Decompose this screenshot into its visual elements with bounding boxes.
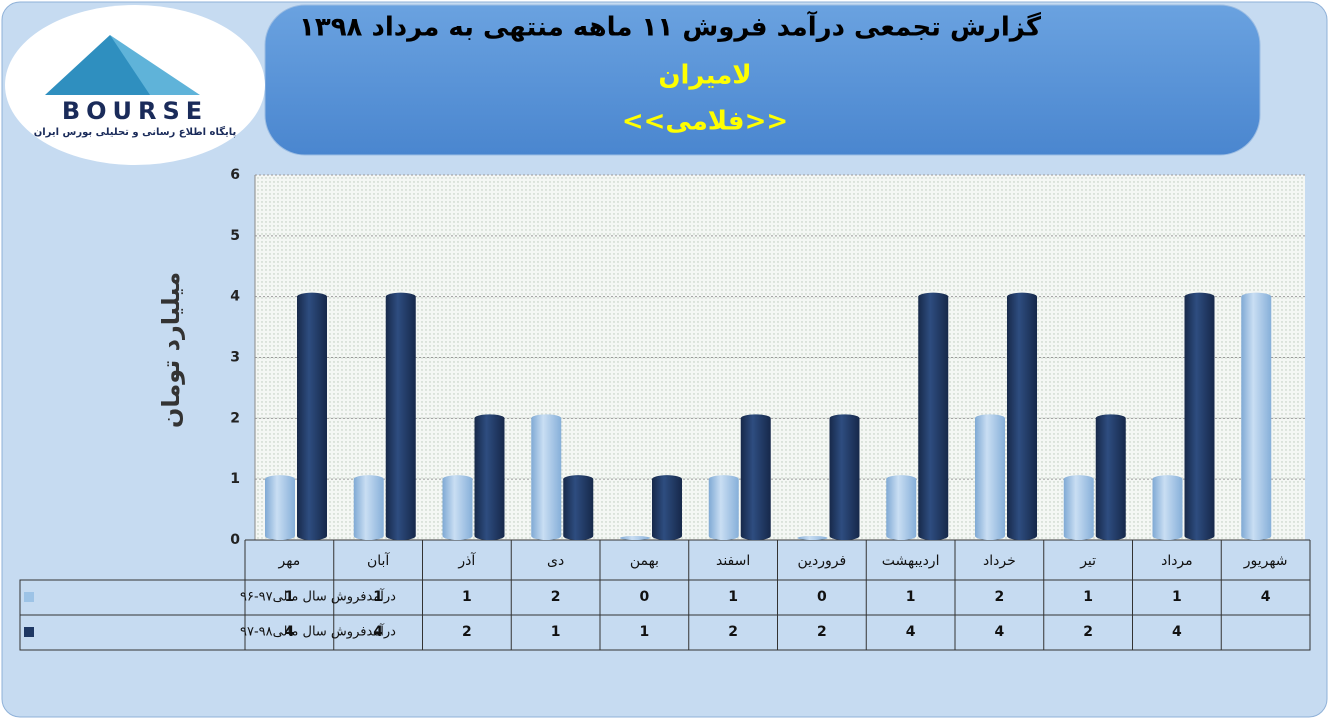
- banner: [264, 4, 1261, 156]
- table-value: 1: [728, 589, 738, 605]
- table-value: 1: [1172, 589, 1182, 605]
- table-value: 1: [462, 589, 472, 605]
- bar: [353, 475, 384, 540]
- table-value: 2: [817, 624, 827, 640]
- table-value: 4: [373, 624, 383, 640]
- bar: [531, 414, 562, 540]
- x-tick-label: اسفند: [716, 553, 750, 569]
- legend-label: درآمدفروش سال مالی۹۸-۹۷: [240, 623, 396, 640]
- bar: [1152, 475, 1183, 540]
- y-tick-label: 2: [230, 410, 240, 426]
- x-tick-label: تیر: [1079, 553, 1096, 569]
- legend-swatch: [24, 592, 34, 602]
- table-value: 2: [995, 589, 1005, 605]
- bar: [975, 414, 1005, 540]
- y-tick-label: 3: [230, 350, 240, 366]
- table-value: 4: [906, 624, 916, 640]
- bar: [442, 475, 473, 540]
- y-tick-label: 5: [230, 228, 240, 244]
- table-value: 1: [1083, 589, 1093, 605]
- bar: [1063, 475, 1094, 540]
- y-tick-label: 6: [230, 167, 240, 183]
- logo-name: BOURSE: [62, 97, 208, 125]
- subtitle: <<فلامی>>: [622, 107, 788, 137]
- bar: [474, 414, 505, 540]
- table-value: 2: [551, 589, 561, 605]
- x-tick-label: دی: [547, 553, 564, 569]
- table-value: 2: [1083, 624, 1093, 640]
- logo-tagline: پایگاه اطلاع رسانی و تحلیلی بورس ایران: [34, 125, 237, 138]
- table-value: 4: [285, 624, 295, 640]
- x-tick-label: فروردین: [798, 553, 847, 569]
- x-tick-label: خرداد: [983, 553, 1016, 569]
- x-tick-label: اردیبهشت: [882, 553, 940, 569]
- legend-swatch: [24, 627, 34, 637]
- bar: [1184, 292, 1215, 540]
- subtitle: لامیران: [658, 61, 751, 91]
- bar: [1007, 292, 1037, 540]
- logo-shape: [110, 35, 200, 95]
- table-value: 2: [728, 624, 738, 640]
- table-value: 1: [906, 589, 916, 605]
- table-value: 0: [817, 589, 827, 605]
- x-tick-label: آذر: [457, 552, 476, 569]
- logo-shape: [45, 35, 165, 95]
- chart-title: گزارش تجمعی درآمد فروش ۱۱ ماهه منتهی به …: [299, 11, 1042, 43]
- x-tick-label: آبان: [367, 552, 390, 569]
- table-value: 0: [640, 589, 650, 605]
- x-tick-label: شهریور: [1243, 553, 1288, 569]
- bar: [1095, 414, 1126, 540]
- table-value: 1: [285, 589, 295, 605]
- x-tick-label: بهمن: [630, 553, 659, 569]
- bar: [297, 292, 327, 540]
- table-value: 4: [995, 624, 1005, 640]
- table-value: 1: [640, 624, 650, 640]
- table-value: 1: [373, 589, 383, 605]
- table-value: 1: [551, 624, 561, 640]
- bar: [385, 292, 416, 540]
- bar: [918, 292, 949, 540]
- table-value: 2: [462, 624, 472, 640]
- bar: [563, 475, 594, 540]
- bar: [886, 475, 917, 540]
- bar: [620, 536, 650, 540]
- y-tick-label: 1: [230, 471, 240, 487]
- bar: [829, 414, 860, 540]
- bar: [1241, 292, 1272, 540]
- y-axis-label: میلیارد تومان: [157, 272, 185, 428]
- bar: [265, 475, 295, 540]
- y-tick-label: 4: [230, 289, 240, 305]
- legend-label: درآمدفروش سال مالی۹۷-۹۶: [240, 588, 396, 605]
- x-tick-label: مهر: [278, 553, 301, 569]
- bar: [652, 475, 682, 540]
- y-tick-label: 0: [230, 532, 240, 548]
- bar: [797, 536, 828, 540]
- bar: [740, 414, 771, 540]
- x-tick-label: مرداد: [1161, 553, 1193, 569]
- table-value: 4: [1172, 624, 1182, 640]
- table-value: 4: [1261, 589, 1271, 605]
- bar: [708, 475, 739, 540]
